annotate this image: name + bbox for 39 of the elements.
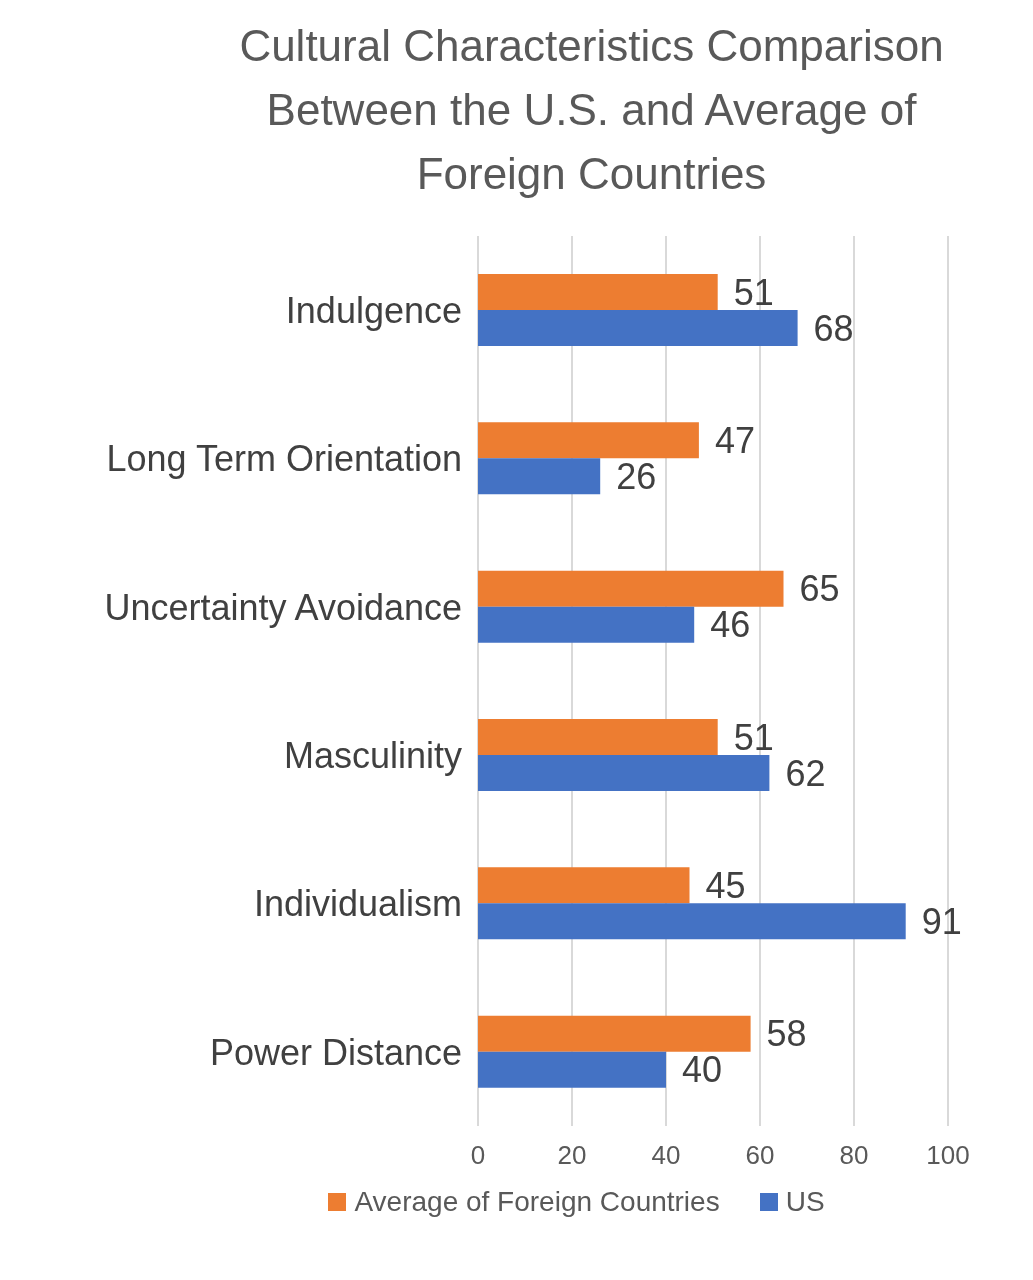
bar	[478, 570, 784, 607]
y-tick-label: Uncertainty Avoidance	[104, 586, 462, 628]
y-tick-label: Individualism	[253, 883, 462, 925]
data-label: 46	[710, 604, 751, 646]
x-tick-label: 80	[839, 1140, 869, 1171]
y-tick-label: Long Term Orientation	[106, 438, 462, 480]
bar	[478, 867, 690, 904]
data-label: 65	[799, 568, 840, 610]
bar	[478, 458, 601, 495]
chart-title: Cultural Characteristics Comparison Between the U.S. and Average of Foreign Countries	[238, 20, 945, 200]
y-tick-label: Masculinity	[283, 734, 462, 776]
bar	[478, 755, 770, 791]
bar	[478, 422, 699, 459]
data-label: 45	[705, 865, 746, 907]
y-tick-label: Power Distance	[209, 1031, 462, 1073]
bar	[478, 1015, 751, 1052]
x-tick-label: 20	[557, 1140, 587, 1171]
bar	[478, 310, 798, 346]
data-label: 51	[733, 716, 774, 758]
data-label: 58	[766, 1013, 807, 1055]
bar	[478, 903, 906, 940]
data-label: 68	[813, 307, 854, 349]
bar	[478, 1051, 666, 1088]
data-label: 51	[733, 271, 774, 313]
bar	[478, 719, 718, 755]
x-tick-label: 100	[926, 1140, 970, 1171]
data-label: 91	[921, 901, 962, 943]
x-tick-label: 60	[745, 1140, 775, 1171]
y-tick-label: Indulgence	[285, 289, 462, 331]
data-label: 62	[785, 752, 826, 794]
legend-label: Average of Foreign Countries	[354, 1186, 720, 1218]
bar	[478, 274, 718, 310]
x-tick-label: 40	[651, 1140, 681, 1171]
bar	[478, 606, 695, 643]
x-tick-label: 0	[470, 1140, 486, 1171]
legend-label: US	[785, 1186, 825, 1218]
data-label: 40	[682, 1049, 723, 1091]
data-label: 47	[714, 420, 755, 462]
data-label: 26	[616, 456, 657, 498]
